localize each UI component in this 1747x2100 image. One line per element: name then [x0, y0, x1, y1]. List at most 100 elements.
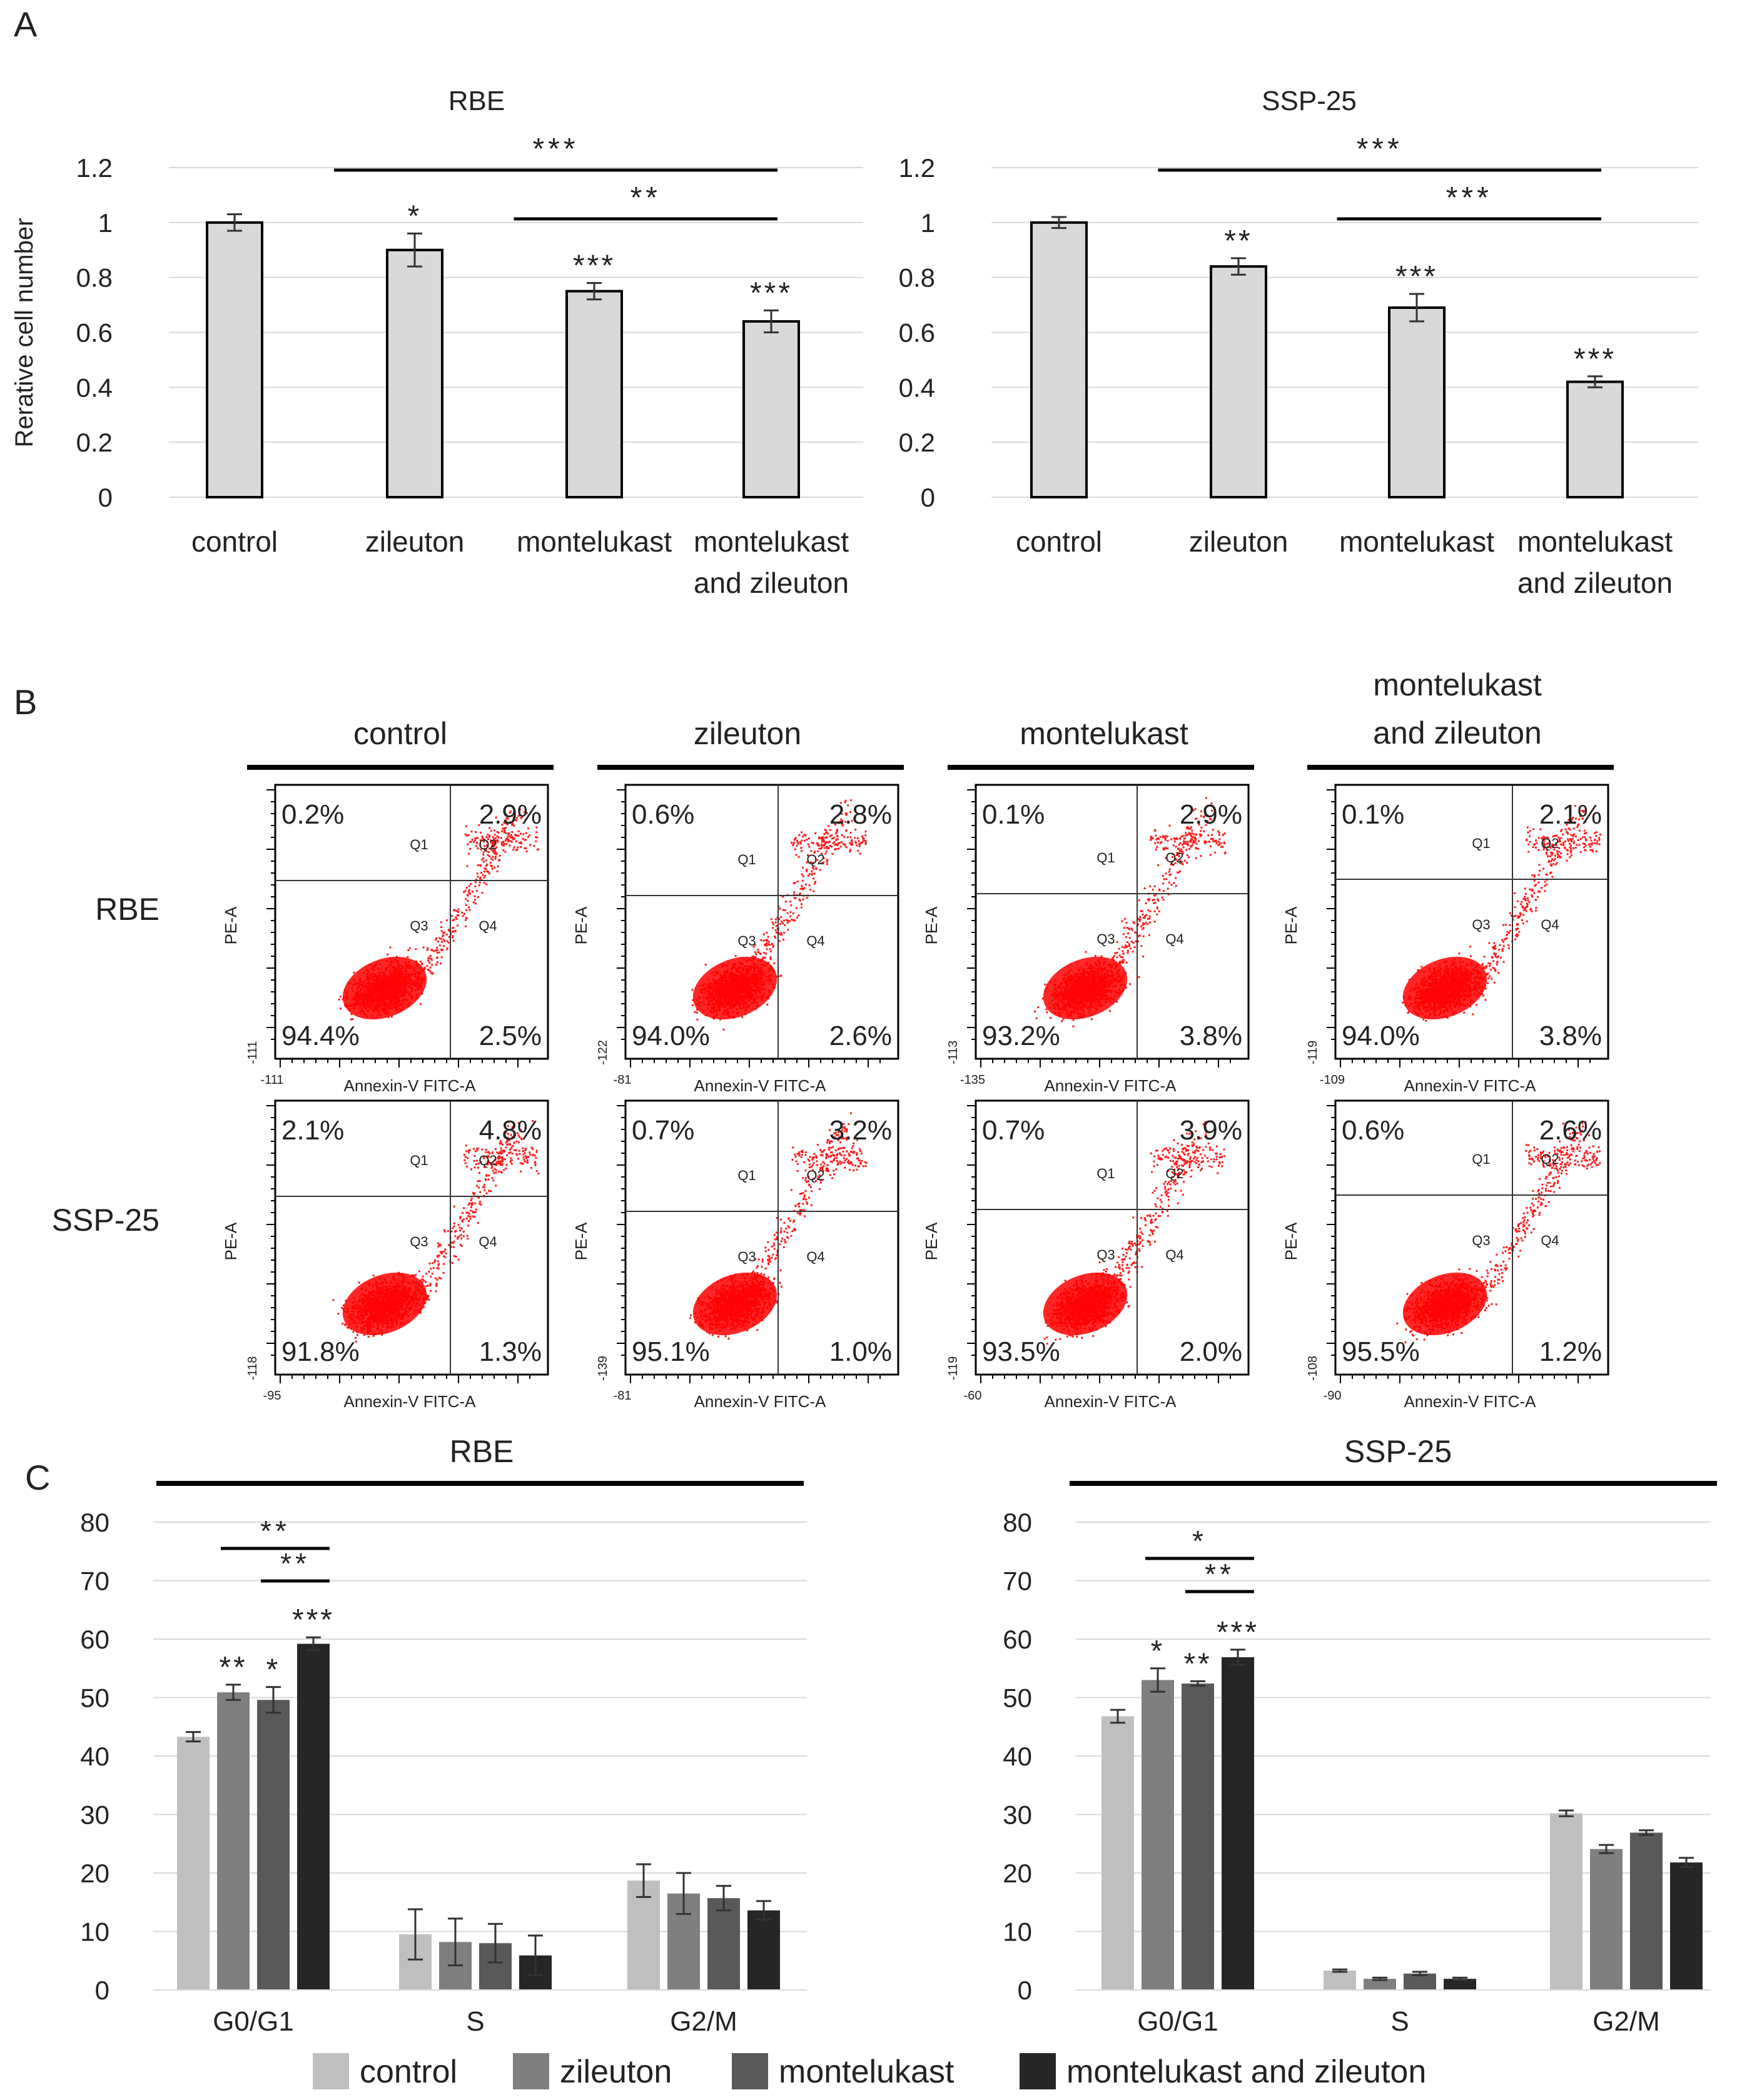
y-axis-min: -139	[596, 1356, 610, 1381]
quadrant-tag: Q2	[479, 837, 497, 852]
x-tick-label: montelukast	[694, 525, 849, 558]
legend-label: montelukast	[779, 2054, 955, 2090]
flow-plot: Q1 Q2 Q3 Q4 0.7% 3.9% 93.5% 2.0% Annexin-V FITC-…	[922, 1099, 1250, 1411]
significance-label: **	[1183, 1647, 1212, 1680]
flow-plot: Q1 Q2 Q3 Q4 0.6% 2.8% 94.0% 2.6% Annexin-V FITC-…	[572, 784, 899, 1095]
quadrant-tag: Q4	[1541, 1233, 1559, 1248]
bar-zileuton	[1364, 1979, 1396, 1990]
y-tick-label: 0.6	[76, 318, 113, 348]
y-axis-min: -111	[246, 1041, 260, 1064]
quadrant-tag: Q2	[1541, 835, 1559, 851]
legend-label: montelukast and zileuton	[1066, 2054, 1426, 2090]
quadrant-percent-q3: 94.0%	[632, 1021, 710, 1051]
bar	[1030, 221, 1088, 498]
condition-header: montelukast	[948, 716, 1254, 770]
quadrant-percent-q3: 94.4%	[281, 1021, 360, 1051]
quadrant-percent-q2: 3.2%	[829, 1115, 892, 1146]
quadrant-percent-q2: 2.6%	[1539, 1115, 1602, 1146]
legend-swatch	[513, 2053, 549, 2089]
quadrant-percent-q1: 0.2%	[281, 799, 344, 830]
y-axis-min: -122	[596, 1040, 610, 1065]
quadrant-percent-q3: 95.5%	[1342, 1336, 1420, 1367]
quadrant-percent-q3: 95.1%	[632, 1336, 710, 1367]
bracket-label: ***	[1357, 133, 1403, 166]
bar-montelukast	[1404, 1973, 1436, 1990]
quadrant-tag: Q3	[1096, 931, 1115, 947]
x-tick-label: G2/M	[670, 2006, 737, 2037]
quadrant-tag: Q1	[1096, 850, 1115, 866]
scatter-density-core	[692, 956, 777, 1020]
bar-zileuton	[1142, 1680, 1174, 1990]
scatter-density-core	[692, 1272, 777, 1336]
y-axis-label: PE-A	[221, 1222, 240, 1260]
significance-label: ***	[292, 1603, 335, 1637]
legend: control zileuton montelukast montelukast an…	[313, 2053, 1426, 2090]
bar-montelukast-and-zileuton	[1444, 1979, 1476, 1990]
y-axis-label: PE-A	[1282, 906, 1300, 944]
bar-control	[177, 1737, 210, 1990]
x-axis-label: Annexin-V FITC-A	[1404, 1076, 1537, 1095]
y-tick-label: 10	[1003, 1917, 1032, 1947]
bar	[565, 290, 623, 498]
bar	[1210, 265, 1267, 498]
bar-control	[627, 1880, 660, 1990]
bar-zileuton	[217, 1692, 250, 1990]
significance-label: ***	[750, 276, 792, 310]
legend-item: control	[313, 2053, 457, 2090]
quadrant-percent-q4: 2.5%	[479, 1021, 542, 1051]
y-tick-label: 0.8	[76, 263, 113, 293]
bar-montelukast	[257, 1700, 290, 1990]
y-tick-label: 80	[80, 1508, 109, 1537]
x-axis-label: Annexin-V FITC-A	[1045, 1076, 1177, 1095]
bracket-label: *	[1192, 1525, 1207, 1557]
significance-label: ***	[573, 249, 615, 282]
legend-label: control	[360, 2054, 457, 2090]
x-axis-label: Annexin-V FITC-A	[694, 1076, 827, 1095]
y-tick-label: 0.2	[76, 428, 113, 457]
quadrant-tag: Q4	[806, 933, 824, 949]
bar-montelukast-and-zileuton	[1222, 1657, 1254, 1990]
bar-montelukast	[707, 1898, 740, 1990]
y-tick-label: 1	[921, 208, 935, 238]
quadrant-tag: Q1	[1472, 835, 1490, 851]
quadrant-tag: Q1	[737, 852, 756, 867]
condition-label: montelukast	[1373, 667, 1542, 702]
condition-label: control	[353, 716, 447, 751]
scatter-density-core	[1402, 956, 1487, 1020]
x-axis-label: Annexin-V FITC-A	[1045, 1392, 1177, 1411]
bar	[1566, 380, 1624, 498]
quadrant-tag: Q4	[479, 918, 497, 934]
y-axis-label: PE-A	[1282, 1222, 1300, 1260]
chart-title: RBE	[450, 1434, 514, 1469]
quadrant-percent-q1: 0.7%	[982, 1115, 1045, 1146]
flow-plot: Q1 Q2 Q3 Q4 0.2% 2.9% 94.4% 2.5% Annexin-V FITC-…	[221, 784, 549, 1095]
bar-control	[1550, 1813, 1582, 1990]
bar	[206, 221, 263, 498]
significance-label: ***	[1395, 260, 1438, 293]
significance-label: ***	[1217, 1616, 1259, 1649]
panel-a-bar-charts: RBE 0 0.2 0.4 0.6 0.8 1 1.2 Rerative cell number…	[11, 86, 1698, 599]
scatter-density-core	[1043, 956, 1128, 1020]
bar-montelukast-and-zileuton	[1670, 1862, 1703, 1990]
x-tick-label: G0/G1	[213, 2006, 294, 2037]
bar-chart-a1: RBE 0 0.2 0.4 0.6 0.8 1 1.2 Rerative cell number…	[11, 86, 863, 599]
y-axis-label: PE-A	[572, 1222, 590, 1260]
y-tick-label: 1.2	[76, 153, 113, 183]
x-tick-label: montelukast	[1517, 525, 1673, 558]
legend-item: montelukast	[732, 2053, 955, 2090]
bar-montelukast-and-zileuton	[747, 1910, 780, 1990]
x-tick-label: and zileuton	[694, 567, 849, 599]
x-axis-label: Annexin-V FITC-A	[344, 1076, 477, 1095]
quadrant-tag: Q4	[806, 1249, 824, 1265]
bar-montelukast	[1182, 1684, 1214, 1990]
quadrant-percent-q4: 2.6%	[829, 1021, 892, 1051]
quadrant-percent-q2: 3.9%	[1180, 1115, 1242, 1146]
quadrant-percent-q1: 0.1%	[982, 799, 1045, 830]
bracket-label: **	[1205, 1558, 1235, 1590]
quadrant-tag: Q3	[1472, 917, 1490, 932]
y-tick-label: 50	[1003, 1684, 1032, 1713]
quadrant-percent-q2: 2.1%	[1539, 799, 1602, 830]
y-axis-label: PE-A	[922, 1222, 941, 1260]
